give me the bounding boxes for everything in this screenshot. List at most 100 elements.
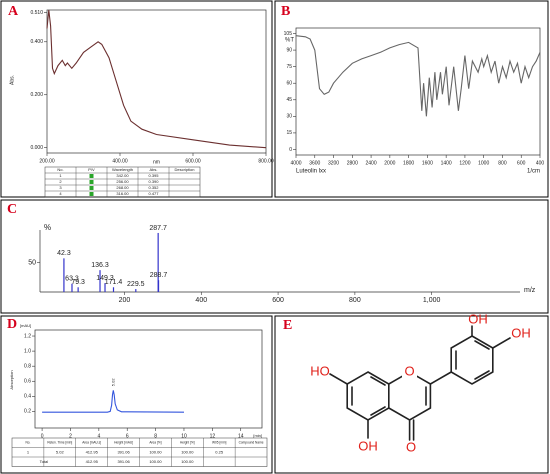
peak-label: 288.7 (150, 272, 168, 279)
table-header: Wavelength (112, 167, 133, 172)
atom-label: OH (511, 325, 531, 340)
panel-label: B (281, 4, 290, 19)
y-tick-label: 0.6 (24, 379, 31, 385)
x-tick-label: 3600 (309, 160, 320, 166)
spectrum-line (295, 35, 541, 117)
table-cell: 5.02 (56, 449, 65, 454)
double-bond (474, 370, 490, 380)
table-header: Area [mAU.s] (82, 441, 101, 445)
y-axis-label: Abs. (9, 75, 15, 85)
y-tick-label: 105 (284, 31, 293, 37)
ring (387, 371, 432, 421)
y-tick-label: 1.2 (24, 333, 31, 339)
x-tick-label: 14 (238, 433, 244, 439)
table-cell: 391.06 (117, 459, 130, 464)
atom-label: O (405, 363, 415, 378)
panel-frame (274, 315, 549, 474)
status-icon (89, 180, 94, 184)
bond (491, 337, 511, 349)
peak-label: 171.4 (105, 279, 123, 286)
y-tick-label: 0.400 (30, 39, 43, 45)
x-tick-label: 1,000 (423, 297, 441, 304)
x-tick-label: 3200 (328, 160, 339, 166)
x-tick-label: 4 (97, 433, 100, 439)
table-header: No. (25, 441, 30, 445)
x-tick-label: 2 (69, 433, 72, 439)
y-tick-label: 15 (286, 130, 292, 136)
x-tick-label: 600 (272, 297, 284, 304)
x-tick-label: 12 (210, 433, 216, 439)
table-cell: 100.00 (149, 459, 162, 464)
peak-label: 229.5 (127, 281, 145, 288)
spectrum-line (42, 390, 185, 413)
label-bg (402, 365, 417, 379)
table-cell: 316.00 (116, 191, 129, 196)
ring (346, 371, 390, 421)
y-tick-label: 30 (286, 114, 292, 120)
x-tick-label: 400.00 (112, 158, 128, 164)
x-tick-label: 200 (119, 297, 131, 304)
table-cell: 0.25 (215, 449, 224, 454)
x-axis-label: [min] (253, 433, 262, 438)
table-cell: 4 (59, 191, 62, 196)
x-axis-label: m/z (524, 287, 536, 294)
plot-area (295, 27, 541, 156)
status-icon (89, 186, 94, 190)
table-border (44, 166, 201, 198)
table-cell: 268.00 (116, 185, 129, 190)
y-tick-label: 0.2 (24, 409, 31, 415)
table-cell: 0.477 (148, 191, 159, 196)
double-bond (370, 406, 386, 416)
table-cell: 391.06 (117, 449, 130, 454)
x-tick-label: 1600 (422, 160, 433, 166)
table-cell: 256.00 (116, 179, 129, 184)
y-tick-label: 75 (286, 64, 292, 70)
y-tick-label: 0.8 (24, 364, 31, 370)
x-tick-label: 8 (154, 433, 157, 439)
table-header: Compound Name (239, 441, 264, 445)
table-cell: 412.95 (86, 449, 99, 454)
table-cell: Total (40, 459, 49, 464)
panel-label: A (8, 4, 19, 19)
peak-label: 63.3 (65, 276, 79, 283)
y-tick-label: 50 (28, 259, 36, 266)
table-header: No. (57, 167, 63, 172)
table-header: Area [%] (149, 441, 161, 445)
table-cell: 0.395 (148, 173, 159, 178)
panel-label: E (283, 318, 292, 333)
panel-frame (0, 315, 273, 474)
table-cell: 1 (59, 173, 62, 178)
molecule (329, 325, 511, 441)
x-tick-label: 200.00 (39, 158, 55, 164)
table-header: P/V (88, 167, 95, 172)
double-bond (474, 340, 490, 350)
table-cell: 100.00 (181, 459, 194, 464)
peak-label: 136.3 (91, 262, 109, 269)
y-tick-label: 0 (289, 147, 292, 153)
x-tick-label: 4000 (290, 160, 301, 166)
status-icon (89, 192, 94, 196)
panel-label: D (7, 317, 17, 332)
double-bond (370, 376, 386, 386)
x-tick-label: 0 (41, 433, 44, 439)
x-tick-label: 1800 (403, 160, 414, 166)
y-tick-label: 0.510 (30, 10, 43, 16)
panel-label: C (7, 202, 17, 217)
y-tick-label: 0.000 (30, 145, 43, 151)
table-cell: 2 (59, 179, 62, 184)
table-cell: 342.00 (116, 173, 129, 178)
x-axis-label: nm (153, 159, 160, 165)
y-tick-label: 45 (286, 97, 292, 103)
y-tick-label: 0.4 (24, 394, 31, 400)
x-tick-label: 600 (517, 160, 526, 166)
table-cell: 100.00 (149, 449, 162, 454)
y-tick-label: 1.0 (24, 348, 31, 354)
table-cell: 0.390 (148, 179, 159, 184)
plot-area (34, 329, 263, 429)
table-header: Height [%] (180, 441, 195, 445)
peak-annotation: 5.02 (110, 378, 115, 387)
table-cell: 3 (59, 185, 62, 190)
table-cell: 1 (27, 449, 30, 454)
y-tick-label: 0.200 (30, 92, 43, 98)
